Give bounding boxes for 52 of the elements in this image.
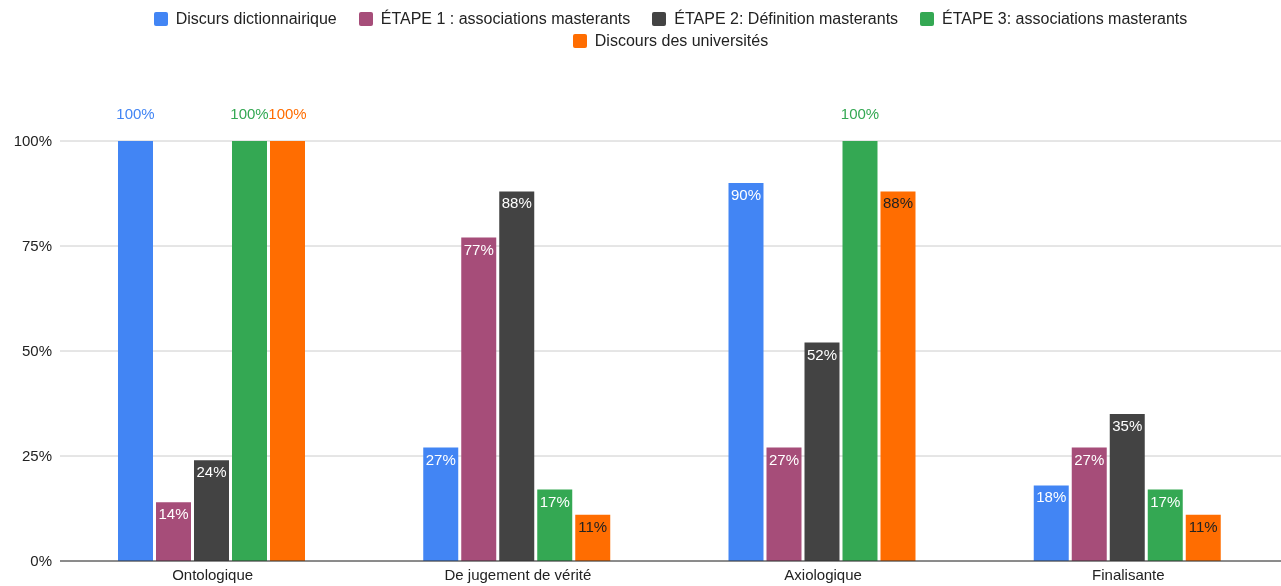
bar: [194, 460, 229, 561]
x-tick-label: De jugement de vérité: [444, 565, 592, 583]
bar: [499, 191, 535, 561]
x-tick-label: Axiologique: [784, 565, 862, 583]
y-tick-label: 25%: [21, 447, 52, 465]
bar: [804, 342, 840, 561]
data-label: 24%: [196, 463, 227, 481]
bar: [1109, 414, 1145, 561]
data-label: 11%: [1188, 517, 1218, 535]
y-tick-label: 100%: [13, 132, 52, 150]
bar: [1033, 485, 1069, 561]
bar: [1147, 489, 1183, 561]
bar: [270, 141, 305, 561]
legend-label: Discours des universités: [593, 32, 769, 50]
data-label: 88%: [882, 194, 914, 212]
legend-label: ÉTAPE 2: Définition masterants: [673, 10, 899, 28]
bar: [461, 237, 497, 561]
bar: [537, 489, 573, 561]
data-label: 18%: [1036, 488, 1067, 506]
data-label: 17%: [1150, 492, 1181, 510]
data-label: 100%: [230, 105, 269, 122]
bar: [842, 141, 878, 561]
bar: [728, 183, 764, 561]
data-label: 77%: [463, 240, 494, 258]
data-label: 27%: [768, 450, 800, 468]
data-label: 27%: [1074, 450, 1105, 468]
x-tick-label: Finalisante: [1092, 565, 1165, 583]
data-label: 17%: [539, 492, 570, 510]
legend-label: ÉTAPE 3: associations masterants: [941, 10, 1188, 28]
y-tick-label: 0%: [30, 552, 52, 570]
data-label: 100%: [268, 105, 307, 122]
data-label: 88%: [501, 194, 532, 212]
data-label: 52%: [806, 345, 838, 363]
bar: [423, 447, 459, 561]
data-label: 14%: [158, 505, 189, 523]
bar: [1071, 447, 1107, 561]
data-label: 100%: [116, 105, 155, 122]
data-label: 11%: [578, 517, 608, 535]
x-tick-label: Ontologique: [172, 565, 254, 583]
data-label: 100%: [840, 105, 880, 122]
bar: [766, 447, 802, 561]
legend-label: Discurs dictionnairique: [174, 10, 337, 28]
data-label: 90%: [730, 186, 762, 203]
bar: [118, 141, 153, 561]
bar: [880, 191, 916, 561]
y-tick-label: 75%: [21, 237, 52, 255]
y-tick-label: 50%: [21, 342, 52, 360]
data-label: 27%: [425, 450, 456, 468]
bar: [232, 141, 267, 561]
data-label: 35%: [1112, 417, 1143, 434]
legend-label: ÉTAPE 1 : associations masterants: [379, 10, 631, 28]
bar: [156, 502, 191, 561]
